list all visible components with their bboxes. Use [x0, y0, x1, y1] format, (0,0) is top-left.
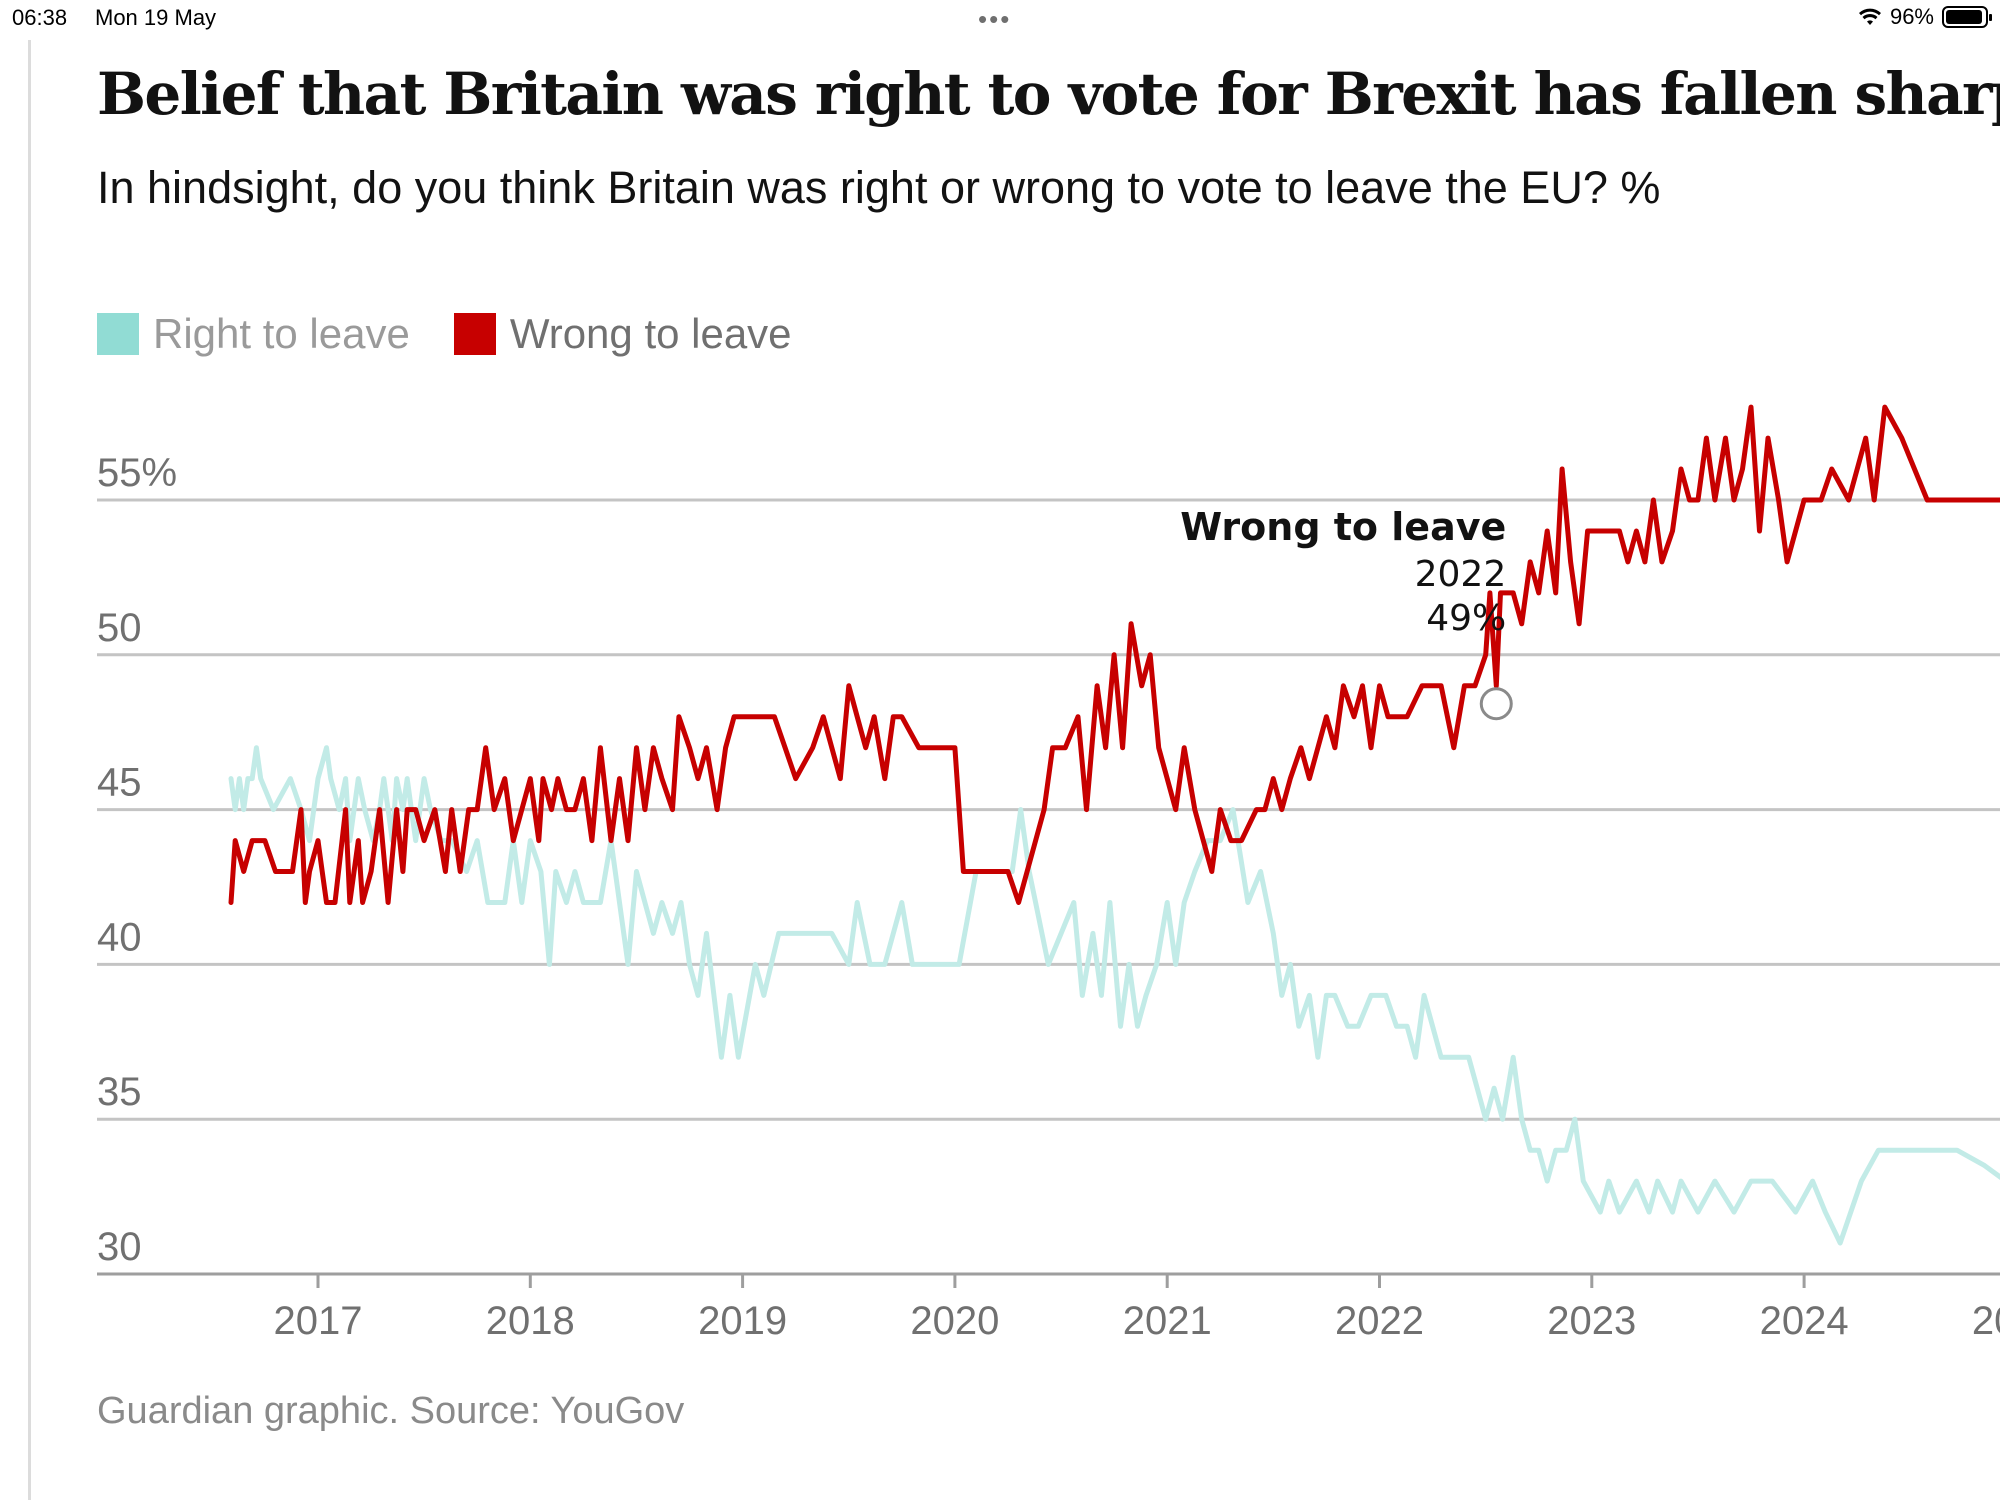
annotation-year-label: 2022 — [1415, 554, 1507, 595]
x-tick-label: 2018 — [486, 1299, 575, 1343]
status-bar: 06:38 Mon 19 May ••• 96% — [0, 0, 2000, 36]
chart-subtitle: In hindsight, do you think Britain was r… — [97, 162, 1661, 213]
y-tick-label: 35 — [97, 1070, 142, 1114]
x-tick-label: 2021 — [1123, 1299, 1212, 1343]
status-right: 96% — [1858, 4, 1992, 30]
x-tick-label: 2025 — [1972, 1299, 2000, 1343]
y-tick-label: 40 — [97, 915, 142, 959]
x-tick-label: 2020 — [910, 1299, 999, 1343]
y-tick-label: 50 — [97, 606, 142, 650]
status-date: Mon 19 May — [95, 5, 217, 30]
annotation-marker — [1479, 687, 1513, 721]
legend-swatch-wrong-to-leave — [453, 313, 496, 355]
x-tick-label: 2022 — [1335, 1299, 1424, 1343]
grid-layer: 30 35 40 45 50 55% 2017 2018 2019 2020 2021 2022 202… — [97, 451, 2000, 1343]
legend-item-right-to-leave[interactable]: Right to leave — [97, 310, 410, 358]
left-rule — [28, 40, 31, 1500]
x-tick-label: 2024 — [1760, 1299, 1849, 1343]
more-dots-icon[interactable]: ••• — [978, 4, 1012, 34]
battery-icon — [1942, 6, 1992, 28]
legend-swatch-right-to-leave — [97, 313, 139, 355]
wifi-icon — [1858, 8, 1881, 25]
legend-item-wrong-to-leave[interactable]: Wrong to leave — [453, 310, 792, 358]
x-tick-label: 2019 — [698, 1299, 787, 1343]
legend: Right to leave Wrong to leave — [97, 310, 836, 358]
legend-label-wrong-to-leave: Wrong to leave — [509, 310, 792, 357]
annotation-series-label: Wrong to leave — [1180, 505, 1506, 549]
legend-label-right-to-leave: Right to leave — [153, 310, 410, 357]
source-note: Guardian graphic. Source: YouGov — [97, 1390, 685, 1432]
series-line-right-to-leave[interactable] — [228, 745, 2000, 1246]
y-tick-label: 55% — [97, 451, 177, 495]
series-layer — [228, 404, 2000, 1246]
series-line-wrong-to-leave[interactable] — [228, 404, 2000, 905]
status-time: 06:38 — [12, 5, 68, 30]
x-tick-label: 2023 — [1547, 1299, 1636, 1343]
x-tick-label: 2017 — [274, 1299, 363, 1343]
chart-title: Belief that Britain was right to vote fo… — [97, 60, 2000, 128]
battery-percent: 96% — [1889, 4, 1934, 29]
y-tick-label: 45 — [97, 761, 142, 805]
y-tick-label: 30 — [97, 1225, 142, 1269]
annotation-value-label: 49% — [1426, 598, 1506, 639]
